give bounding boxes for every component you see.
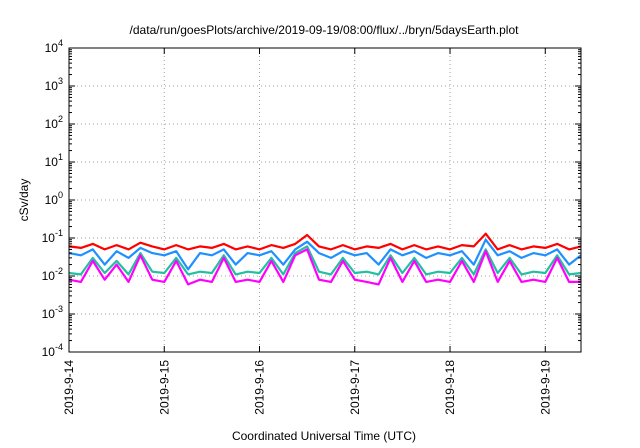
- y-tick-label: 103: [45, 76, 63, 93]
- series-line: [68, 245, 582, 276]
- chart-title: /data/run/goesPlots/archive/2019-09-19/0…: [130, 23, 520, 37]
- x-tick-label: 2019-9-16: [253, 360, 267, 415]
- y-tick-label: 104: [45, 38, 63, 55]
- series-line: [68, 248, 581, 286]
- y-tick-label: 102: [45, 114, 63, 131]
- y-axis-label: cSv/day: [17, 179, 31, 222]
- y-tick-label: 10-2: [42, 266, 63, 283]
- x-tick-label: 2019-9-15: [157, 360, 171, 415]
- grid-lines: [69, 48, 581, 352]
- x-tick-label: 2019-9-19: [538, 360, 552, 415]
- y-tick-label: 101: [45, 152, 63, 169]
- x-axis-label: Coordinated Universal Time (UTC): [232, 429, 416, 443]
- series-line: [68, 232, 582, 251]
- y-tick-label: 10-1: [42, 228, 63, 245]
- y-tick-label: 10-3: [42, 304, 63, 321]
- y-tick-label: 100: [45, 190, 63, 207]
- series-line: [68, 238, 582, 271]
- x-tick-label: 2019-9-14: [62, 360, 76, 415]
- x-tick-label: 2019-9-18: [443, 360, 457, 415]
- axis-ticks: 10-4 10-3 10-2 10-1 100 101 102 103 104 2019-9-14…: [42, 38, 581, 415]
- y-tick-label: 10-4: [42, 342, 63, 359]
- series-lines: [68, 232, 582, 286]
- x-tick-label: 2019-9-17: [348, 360, 362, 415]
